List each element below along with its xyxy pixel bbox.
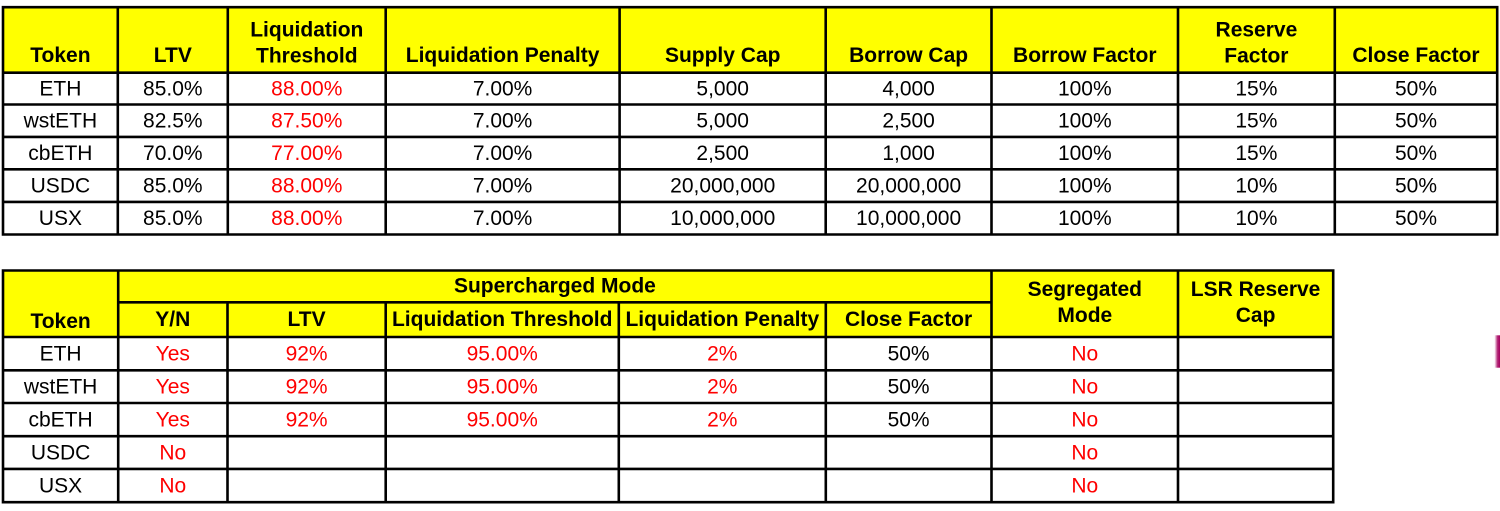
svg-text:Threshold: Threshold — [256, 44, 358, 67]
svg-text:2%: 2% — [707, 343, 737, 366]
svg-text:92%: 92% — [286, 343, 328, 366]
svg-text:88.00%: 88.00% — [271, 207, 342, 230]
svg-text:100%: 100% — [1058, 175, 1112, 198]
svg-text:Liquidation Penalty: Liquidation Penalty — [625, 308, 819, 331]
svg-text:87.50%: 87.50% — [271, 110, 342, 133]
svg-text:Liquidation Threshold: Liquidation Threshold — [392, 308, 612, 331]
svg-text:15%: 15% — [1235, 110, 1277, 133]
svg-text:No: No — [1071, 442, 1098, 465]
svg-text:Token: Token — [30, 310, 90, 333]
svg-text:92%: 92% — [286, 376, 328, 399]
svg-text:15%: 15% — [1235, 78, 1277, 101]
svg-text:50%: 50% — [1395, 110, 1437, 133]
svg-text:Y/N: Y/N — [155, 308, 190, 331]
svg-text:Borrow Factor: Borrow Factor — [1013, 44, 1157, 67]
svg-text:5,000: 5,000 — [696, 110, 749, 133]
svg-text:wstETH: wstETH — [23, 376, 98, 399]
svg-text:Close Factor: Close Factor — [845, 308, 972, 331]
svg-text:Liquidation Penalty: Liquidation Penalty — [406, 44, 600, 67]
svg-text:82.5%: 82.5% — [143, 110, 203, 133]
svg-text:50%: 50% — [888, 409, 930, 432]
svg-text:85.0%: 85.0% — [143, 175, 203, 198]
svg-text:7.00%: 7.00% — [473, 175, 533, 198]
svg-text:15%: 15% — [1235, 142, 1277, 165]
svg-text:2,500: 2,500 — [696, 142, 749, 165]
svg-text:No: No — [1071, 376, 1098, 399]
svg-text:7.00%: 7.00% — [473, 78, 533, 101]
svg-text:ETH: ETH — [40, 343, 82, 366]
svg-text:50%: 50% — [1395, 142, 1437, 165]
svg-text:77.00%: 77.00% — [271, 142, 342, 165]
svg-text:50%: 50% — [1395, 207, 1437, 230]
svg-text:95.00%: 95.00% — [467, 409, 538, 432]
svg-text:100%: 100% — [1058, 207, 1112, 230]
svg-text:USDC: USDC — [31, 442, 91, 465]
svg-text:50%: 50% — [1395, 175, 1437, 198]
svg-text:1,000: 1,000 — [882, 142, 935, 165]
svg-text:No: No — [1071, 475, 1098, 498]
svg-text:10%: 10% — [1235, 207, 1277, 230]
svg-text:USX: USX — [39, 207, 82, 230]
svg-text:10,000,000: 10,000,000 — [856, 207, 961, 230]
svg-text:cbETH: cbETH — [28, 142, 92, 165]
svg-text:No: No — [159, 442, 186, 465]
svg-text:Yes: Yes — [156, 376, 190, 399]
svg-text:Yes: Yes — [156, 343, 190, 366]
svg-text:Segregated: Segregated — [1028, 278, 1142, 301]
svg-text:7.00%: 7.00% — [473, 207, 533, 230]
svg-text:LSR Reserve: LSR Reserve — [1191, 278, 1321, 301]
svg-text:No: No — [1071, 409, 1098, 432]
svg-text:Factor: Factor — [1224, 44, 1288, 67]
svg-text:100%: 100% — [1058, 110, 1112, 133]
svg-text:100%: 100% — [1058, 142, 1112, 165]
svg-text:Cap: Cap — [1236, 304, 1276, 327]
svg-text:5,000: 5,000 — [696, 78, 749, 101]
svg-text:70.0%: 70.0% — [143, 142, 203, 165]
svg-text:20,000,000: 20,000,000 — [856, 175, 961, 198]
svg-text:Liquidation: Liquidation — [250, 18, 363, 41]
svg-text:95.00%: 95.00% — [467, 343, 538, 366]
svg-text:2%: 2% — [707, 409, 737, 432]
svg-text:50%: 50% — [1395, 78, 1437, 101]
svg-text:2,500: 2,500 — [882, 110, 935, 133]
svg-text:Yes: Yes — [156, 409, 190, 432]
svg-text:Borrow Cap: Borrow Cap — [849, 44, 968, 67]
svg-text:LTV: LTV — [288, 308, 326, 331]
svg-text:7.00%: 7.00% — [473, 142, 533, 165]
svg-text:cbETH: cbETH — [29, 409, 93, 432]
svg-text:10%: 10% — [1235, 175, 1277, 198]
svg-text:LTV: LTV — [154, 44, 192, 67]
svg-text:7.00%: 7.00% — [473, 110, 533, 133]
svg-text:Reserve: Reserve — [1216, 18, 1298, 41]
svg-text:100%: 100% — [1058, 78, 1112, 101]
svg-text:2%: 2% — [707, 376, 737, 399]
svg-text:88.00%: 88.00% — [271, 175, 342, 198]
svg-text:ETH: ETH — [39, 78, 81, 101]
svg-text:4,000: 4,000 — [882, 78, 935, 101]
svg-text:Supply Cap: Supply Cap — [665, 44, 781, 67]
svg-text:No: No — [159, 475, 186, 498]
svg-text:Close Factor: Close Factor — [1352, 44, 1479, 67]
svg-text:95.00%: 95.00% — [467, 376, 538, 399]
svg-text:wstETH: wstETH — [23, 110, 98, 133]
svg-text:USDC: USDC — [31, 175, 91, 198]
svg-text:50%: 50% — [888, 343, 930, 366]
svg-text:85.0%: 85.0% — [143, 78, 203, 101]
svg-text:10,000,000: 10,000,000 — [670, 207, 775, 230]
svg-text:Mode: Mode — [1057, 304, 1112, 327]
svg-text:88.00%: 88.00% — [271, 78, 342, 101]
svg-text:Token: Token — [30, 44, 90, 67]
svg-text:50%: 50% — [888, 376, 930, 399]
svg-text:20,000,000: 20,000,000 — [670, 175, 775, 198]
svg-text:USX: USX — [39, 475, 82, 498]
svg-text:Supercharged Mode: Supercharged Mode — [454, 275, 656, 298]
svg-text:No: No — [1071, 343, 1098, 366]
svg-text:92%: 92% — [286, 409, 328, 432]
svg-text:85.0%: 85.0% — [143, 207, 203, 230]
